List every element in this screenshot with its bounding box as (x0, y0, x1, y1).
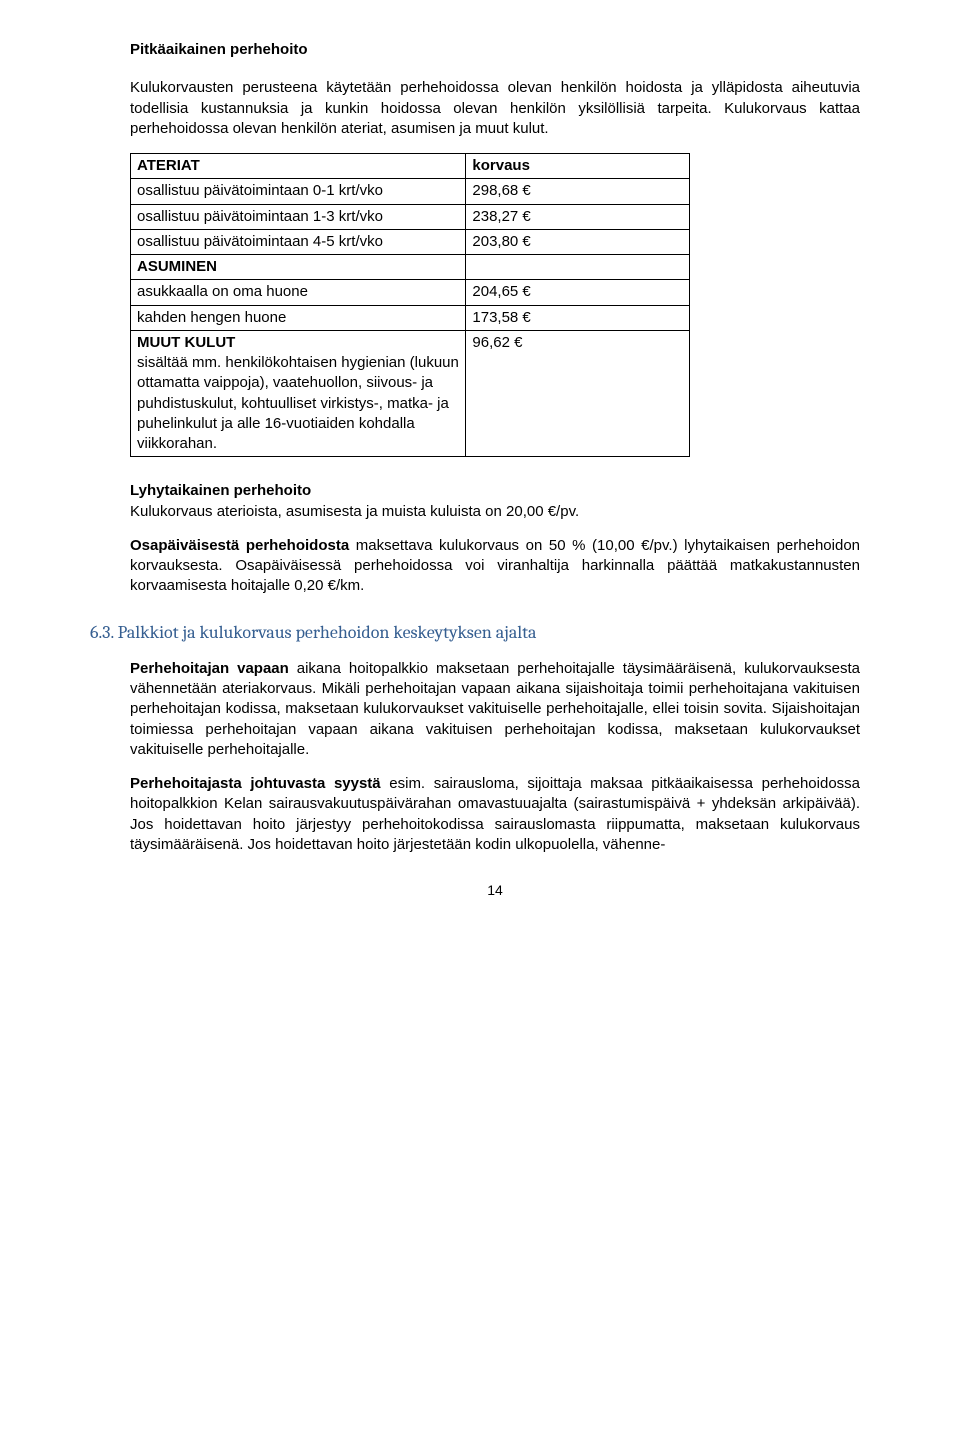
table-header-row: ATERIAT korvaus (131, 154, 690, 179)
table-cell: kahden hengen huone (131, 305, 466, 330)
page-number: 14 (130, 881, 860, 900)
caregiver-leave-paragraph: Perhehoitajan vapaan aikana hoitopalkkio… (130, 659, 860, 760)
table-cell: asukkaalla on oma huone (131, 280, 466, 305)
table-row: ASUMINEN (131, 255, 690, 280)
table-cell-muut-kulut: MUUT KULUT sisältää mm. henkilökohtaisen… (131, 330, 466, 457)
table-cell: 298,68 € (466, 179, 690, 204)
caregiver-reason-paragraph: Perhehoitajasta johtuvasta syystä esim. … (130, 774, 860, 855)
table-row: asukkaalla on oma huone 204,65 € (131, 280, 690, 305)
table-cell-asuminen: ASUMINEN (131, 255, 466, 280)
muut-kulut-bold: MUUT KULUT (137, 334, 235, 351)
table-cell: 203,80 € (466, 229, 690, 254)
short-term-paragraph: Kulukorvaus aterioista, asumisesta ja mu… (130, 502, 860, 522)
table-cell: 96,62 € (466, 330, 690, 457)
table-cell: 204,65 € (466, 280, 690, 305)
table-row: MUUT KULUT sisältää mm. henkilökohtaisen… (131, 330, 690, 457)
table-cell (466, 255, 690, 280)
table-row: kahden hengen huone 173,58 € (131, 305, 690, 330)
caregiver-leave-bold: Perhehoitajan vapaan (130, 660, 289, 677)
table-header-korvaus: korvaus (466, 154, 690, 179)
muut-kulut-desc: sisältää mm. henkilökohtaisen hygienian … (137, 354, 459, 452)
intro-paragraph: Kulukorvausten perusteena käytetään perh… (130, 78, 860, 139)
table-header-ateriat: ATERIAT (131, 154, 466, 179)
short-term-heading: Lyhytaikainen perhehoito (130, 481, 860, 501)
table-row: osallistuu päivätoimintaan 1-3 krt/vko 2… (131, 204, 690, 229)
table-cell: osallistuu päivätoimintaan 1-3 krt/vko (131, 204, 466, 229)
table-cell: 173,58 € (466, 305, 690, 330)
table-cell: osallistuu päivätoimintaan 0-1 krt/vko (131, 179, 466, 204)
partday-paragraph: Osapäiväisestä perhehoidosta maksettava … (130, 536, 860, 597)
cost-table: ATERIAT korvaus osallistuu päivätoiminta… (130, 153, 690, 457)
table-cell: 238,27 € (466, 204, 690, 229)
table-cell: osallistuu päivätoimintaan 4-5 krt/vko (131, 229, 466, 254)
partday-bold: Osapäiväisestä perhehoidosta (130, 537, 349, 554)
page-title: Pitkäaikainen perhehoito (130, 40, 860, 60)
short-term-heading-text: Lyhytaikainen perhehoito (130, 482, 311, 499)
table-row: osallistuu päivätoimintaan 0-1 krt/vko 2… (131, 179, 690, 204)
table-row: osallistuu päivätoimintaan 4-5 krt/vko 2… (131, 229, 690, 254)
section-6-3-heading: 6.3. Palkkiot ja kulukorvaus perhehoidon… (90, 621, 860, 645)
caregiver-reason-bold: Perhehoitajasta johtuvasta syystä (130, 775, 381, 792)
